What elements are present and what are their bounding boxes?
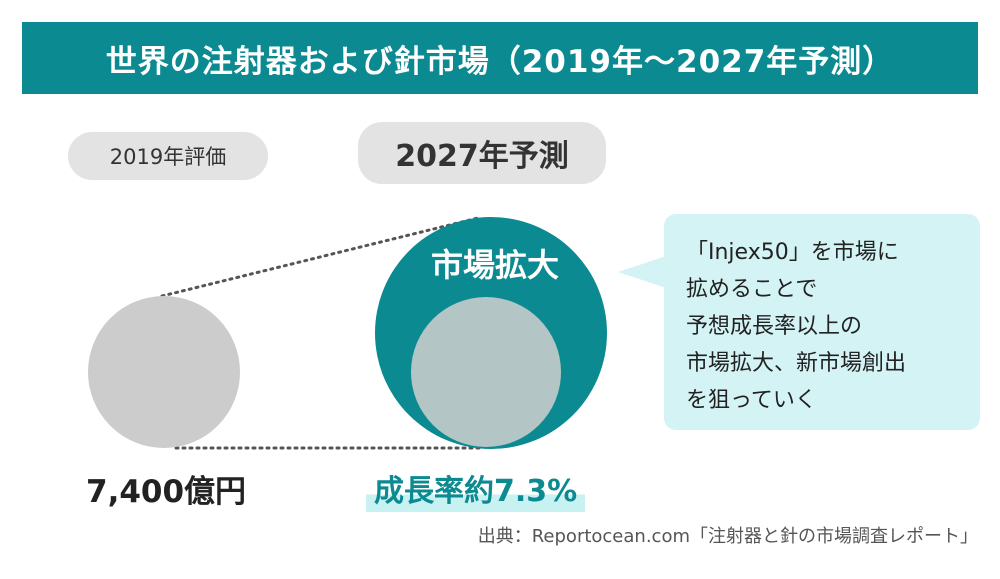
source-citation: 出典：Reportocean.com「注射器と針の市場調査レポート」 bbox=[477, 526, 978, 547]
upper-dotted-connector bbox=[160, 216, 480, 298]
callout-pointer bbox=[618, 256, 666, 288]
year-2027-label: 2027年予測 bbox=[395, 139, 569, 174]
callout-line: 拡めることで bbox=[686, 277, 818, 302]
market-2019-circle bbox=[88, 296, 240, 448]
callout-line: 市場拡大、新市場創出 bbox=[686, 351, 907, 376]
year-2027-badge: 2027年予測 bbox=[358, 122, 606, 184]
strategy-callout: 「Injex50」を市場に 拡めることで 予想成長率以上の 市場拡大、新市場創出… bbox=[664, 214, 980, 430]
year-2019-badge: 2019年評価 bbox=[68, 132, 268, 180]
growth-rate-label: 成長率約7.3% bbox=[366, 466, 586, 512]
page-title: 世界の注射器および針市場（2019年～2027年予測） bbox=[105, 43, 895, 80]
callout-line: 「Injex50」を市場に bbox=[686, 240, 899, 265]
title-banner: 世界の注射器および針市場（2019年～2027年予測） bbox=[22, 22, 978, 94]
callout-line: 予想成長率以上の bbox=[686, 314, 863, 339]
market-value-2019: 7,400億円 bbox=[86, 474, 247, 510]
market-expansion-label: 市場拡大 bbox=[430, 246, 559, 284]
baseline-inner-circle bbox=[411, 297, 561, 447]
callout-line: を狙っていく bbox=[686, 388, 817, 413]
year-2019-label: 2019年評価 bbox=[109, 145, 227, 169]
